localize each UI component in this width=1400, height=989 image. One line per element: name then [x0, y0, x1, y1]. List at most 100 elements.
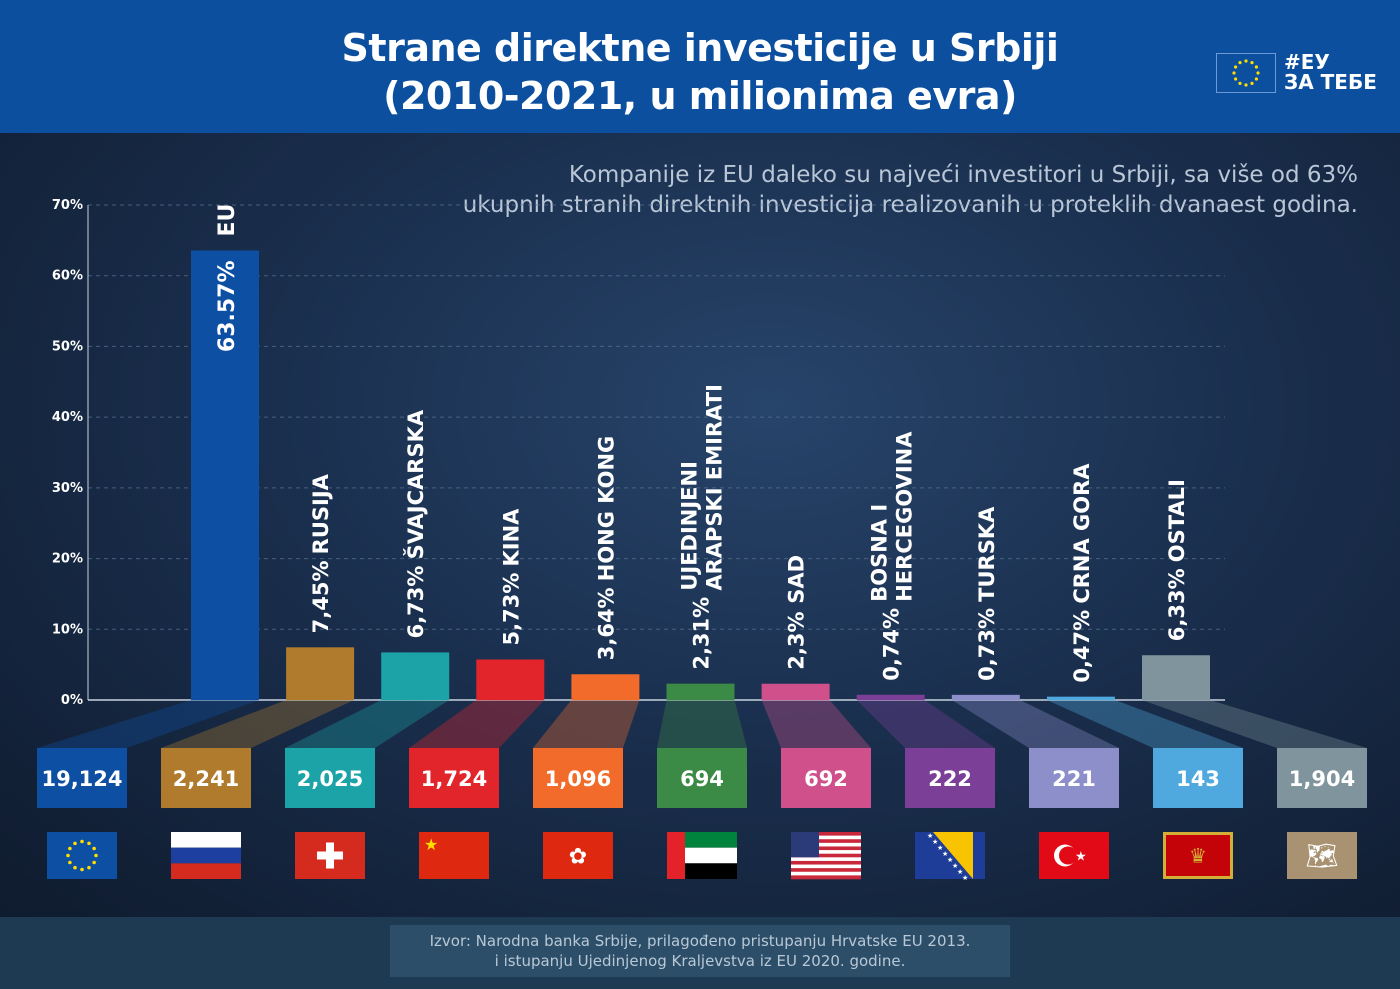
percent-label: 7,45% — [309, 560, 333, 633]
flag-part — [171, 832, 241, 848]
flag-part — [933, 832, 973, 879]
category-label: CRNA GORA — [1070, 463, 1094, 604]
russia-flag-icon — [171, 832, 241, 879]
flag-part — [791, 846, 861, 851]
percent-label: 0,74% — [880, 608, 904, 681]
star-icon — [1234, 77, 1238, 81]
star-icon — [1238, 81, 1242, 85]
eu-stars-icon — [66, 839, 98, 872]
value-box — [1153, 748, 1243, 808]
flag-part — [317, 851, 343, 860]
connector — [951, 700, 1119, 748]
flag-part — [791, 842, 861, 847]
star-icon — [1232, 71, 1236, 75]
value-label: 2,025 — [297, 767, 363, 791]
star-icon — [66, 853, 70, 858]
star-icon: ★ — [947, 856, 953, 864]
flag-part — [1166, 835, 1230, 876]
crescent-icon — [1059, 846, 1077, 865]
flag-part — [791, 875, 861, 880]
category-label: EU — [215, 204, 240, 237]
value-box — [905, 748, 995, 808]
world-map-flag-icon: 🗺 — [1287, 832, 1357, 879]
flag-part — [791, 853, 861, 858]
flag-part — [791, 868, 861, 873]
value-label: 694 — [680, 767, 724, 791]
flag-part — [47, 832, 117, 879]
category-label: HERCEGOVINA — [893, 431, 917, 602]
star-icon — [73, 841, 77, 846]
connector — [1046, 700, 1243, 748]
percent-label: 6,33% — [1165, 568, 1189, 641]
connector — [161, 700, 355, 748]
bauhinia-icon: ✿ — [569, 845, 587, 870]
source-line-1: Izvor: Narodna banka Srbije, prilagođeno… — [429, 932, 971, 950]
flag-part — [791, 864, 861, 869]
switzerland-flag-icon — [295, 832, 365, 879]
percent-label: 2,3% — [785, 611, 809, 669]
star-icon — [1250, 81, 1254, 85]
star-icon — [73, 865, 77, 870]
y-tick-label: 20% — [52, 552, 83, 567]
star-icon: ★ — [942, 850, 948, 858]
connector — [657, 700, 747, 748]
value-box — [781, 748, 871, 808]
star-icon — [1254, 77, 1258, 81]
category-label: TURSKA — [975, 506, 999, 602]
value-box — [1277, 748, 1367, 808]
star-icon — [1244, 59, 1248, 63]
star-icon — [1234, 65, 1238, 69]
star-icon: ★ — [932, 838, 938, 846]
flag-part — [1287, 832, 1357, 879]
value-label: 143 — [1176, 767, 1220, 791]
bar-chart: 0% 10% 20% 30% 40% 50% 60% 70% 63.57% EU 19,124 7,4… — [37, 198, 1367, 882]
hong-kong-flag-icon: ✿ — [543, 832, 613, 879]
flag-part — [791, 860, 861, 865]
category-label: BOSNA I — [868, 504, 892, 602]
category-label: ŠVAJCARSKA — [403, 409, 428, 559]
value-box — [1029, 748, 1119, 808]
category-label: RUSIJA — [309, 473, 333, 554]
title-line-2: (2010-2021, u milionima evra) — [383, 74, 1017, 118]
tag-line-1: #ЕУ — [1284, 50, 1330, 74]
bar — [476, 659, 545, 700]
y-tick-label: 50% — [52, 339, 83, 354]
flag-part — [791, 839, 861, 844]
connector — [409, 700, 545, 748]
bar — [1046, 696, 1115, 700]
subtitle-line-1: Kompanije iz EU daleko su najveći invest… — [568, 162, 1358, 188]
usa-flag-icon — [791, 832, 861, 880]
star-icon — [80, 839, 84, 844]
bar — [666, 683, 735, 700]
y-tick-label: 30% — [52, 481, 83, 496]
eagle-icon: ♛ — [1189, 844, 1207, 868]
value-box — [657, 748, 747, 808]
y-tick-label: 0% — [61, 693, 83, 708]
star-icon: ★ — [927, 832, 933, 840]
eu-za-tebe-tag: #ЕУ ЗА ТЕБЕ — [1284, 52, 1377, 92]
category-label: KINA — [499, 508, 523, 567]
connector — [37, 700, 259, 748]
world-map-icon: 🗺 — [1305, 842, 1338, 872]
star-icon — [94, 853, 98, 858]
montenegro-flag-icon: ♛ — [1163, 832, 1233, 879]
percent-label: 0,47% — [1070, 610, 1094, 683]
value-label: 222 — [928, 767, 972, 791]
star-icon — [1244, 83, 1248, 87]
star-icon: ★ — [952, 862, 958, 870]
bar — [951, 694, 1020, 700]
category-label: OSTALI — [1165, 479, 1189, 562]
value-box — [409, 748, 499, 808]
star-icon — [1250, 61, 1254, 65]
turkey-flag-icon: ★ — [1039, 832, 1109, 879]
star-icon — [1238, 61, 1242, 65]
category-label: SAD — [785, 555, 809, 604]
category-label: ARAPSKI EMIRATI — [703, 384, 727, 591]
uae-flag-icon — [667, 832, 737, 879]
value-box — [285, 748, 375, 808]
percent-label: 5,73% — [499, 573, 523, 646]
flag-part — [543, 832, 613, 879]
y-tick-label: 60% — [52, 269, 83, 284]
bar — [191, 250, 259, 700]
percent-label: 63.57% — [215, 260, 240, 352]
